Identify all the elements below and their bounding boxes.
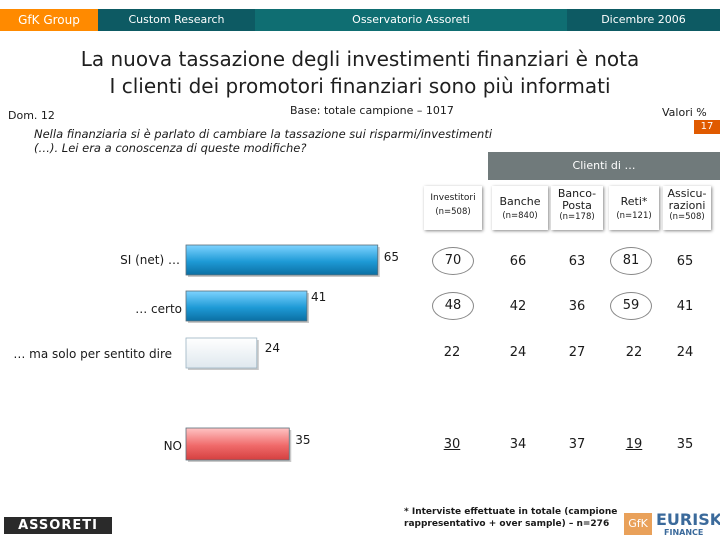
cell-certo-reti: 59 — [610, 292, 652, 320]
cell-certo-assicurazioni: 41 — [676, 299, 694, 314]
cell-sentito-assicurazioni: 24 — [676, 345, 694, 360]
cell-sentito-bancoposta: 27 — [568, 345, 586, 360]
bar-1 — [185, 290, 308, 322]
cell-no-reti: 19 — [625, 437, 643, 452]
eurisko-logo: EURISKO — [656, 510, 720, 529]
bar-shadow — [188, 430, 292, 462]
column-header-bancoposta: Banco-Posta (n=178) — [551, 186, 603, 230]
header-date: Dicembre 2006 — [567, 9, 720, 31]
page-number: 17 — [694, 120, 720, 134]
column-n: (n=508) — [669, 212, 705, 222]
column-label: Banche — [499, 195, 541, 208]
question-text: Nella finanziaria si è parlato di cambia… — [34, 127, 493, 155]
row-label-certo: … certo — [135, 302, 182, 316]
cell-certo-banche: 42 — [509, 299, 527, 314]
column-header-banche: Banche (n=840) — [492, 186, 548, 230]
column-header-investitori: Investitori (n=508) — [424, 186, 482, 230]
cell-si-reti: 81 — [610, 247, 652, 275]
cell-sentito-investitori: 22 — [443, 345, 461, 360]
bar-2 — [185, 337, 258, 369]
bar-value-label: 35 — [295, 433, 310, 447]
finance-logo: FINANCE — [664, 528, 704, 537]
bar-value-label: 24 — [265, 341, 280, 355]
header-group: GfK Group — [0, 9, 98, 31]
column-label: Assicu-razioni — [667, 187, 707, 212]
cell-si-banche: 66 — [509, 254, 527, 269]
values-unit: Valori % — [662, 106, 707, 119]
column-label: Banco-Posta — [557, 187, 597, 212]
cell-certo-bancoposta: 36 — [568, 299, 586, 314]
column-n: (n=508) — [435, 207, 471, 217]
bar-shadow — [188, 293, 309, 323]
cell-si-bancoposta: 63 — [568, 254, 586, 269]
bar-3 — [185, 427, 290, 461]
cell-no-investitori: 30 — [443, 437, 461, 452]
column-n: (n=121) — [616, 211, 652, 221]
gfk-logo: GfK — [624, 513, 652, 535]
row-label-sentito-dire: … ma solo per sentito dire — [13, 347, 172, 361]
column-label: Reti* — [620, 195, 648, 208]
header-osservatorio: Osservatorio Assoreti — [255, 9, 567, 31]
cell-sentito-reti: 22 — [625, 345, 643, 360]
column-n: (n=178) — [559, 212, 595, 222]
row-label-si-net: SI (net) … — [120, 253, 180, 267]
column-header-reti: Reti* (n=121) — [609, 186, 659, 230]
cell-no-banche: 34 — [509, 437, 527, 452]
clienti-header: Clienti di … — [488, 152, 720, 180]
base-note: Base: totale campione – 1017 — [290, 104, 454, 117]
column-label: Investitori — [430, 193, 476, 203]
header-custom-research: Custom Research — [98, 9, 255, 31]
title-line-2: I clienti dei promotori finanziari sono … — [109, 74, 611, 98]
title-line-1: La nuova tassazione degli investimenti f… — [80, 47, 640, 71]
row-label-no: NO — [163, 439, 182, 453]
cell-certo-investitori: 48 — [432, 292, 474, 320]
bar-value-label: 41 — [311, 290, 326, 304]
column-n: (n=840) — [502, 211, 538, 221]
cell-sentito-banche: 24 — [509, 345, 527, 360]
bar-shadow — [188, 340, 259, 370]
column-header-assicurazioni: Assicu-razioni (n=508) — [663, 186, 711, 230]
cell-no-assicurazioni: 35 — [676, 437, 694, 452]
bar-value-label: 65 — [384, 250, 399, 264]
cell-si-investitori: 70 — [432, 247, 474, 275]
footnote: * Interviste effettuate in totale (campi… — [404, 507, 618, 529]
question-number: Dom. 12 — [8, 109, 55, 122]
bar-shadow — [188, 247, 380, 277]
bar-0 — [185, 244, 379, 276]
cell-no-bancoposta: 37 — [568, 437, 586, 452]
assoreti-logo: ASSORETI — [4, 517, 112, 534]
cell-si-assicurazioni: 65 — [676, 254, 694, 269]
